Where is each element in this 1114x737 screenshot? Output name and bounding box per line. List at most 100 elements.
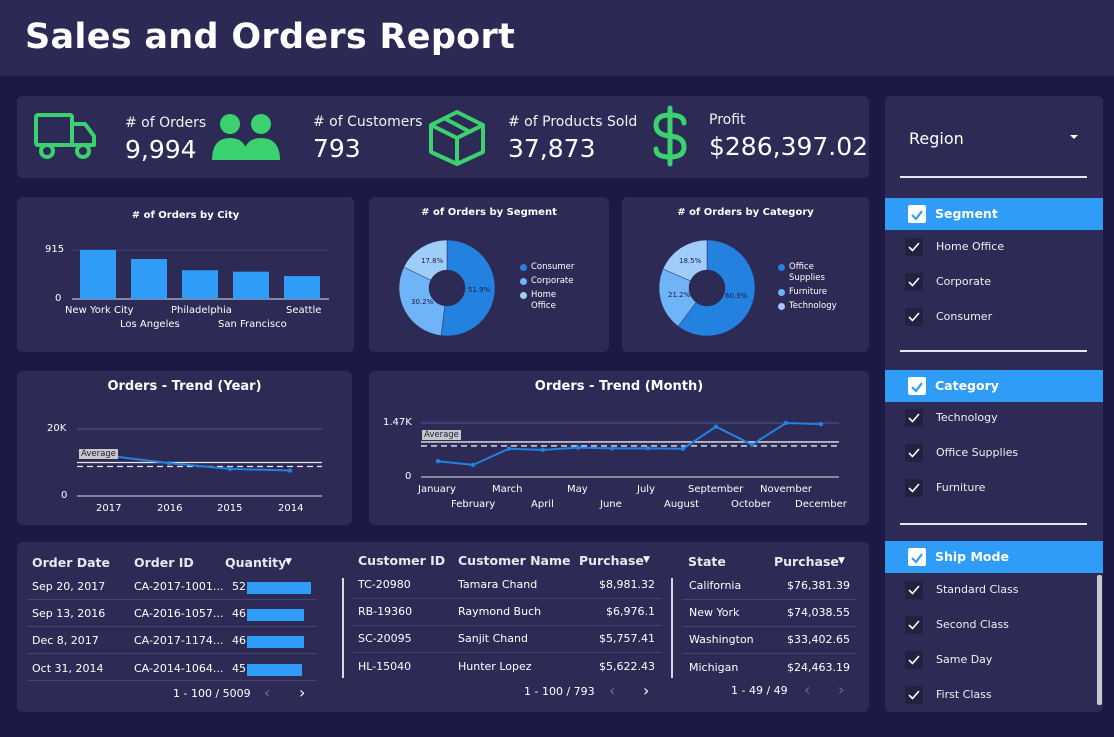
customers-header-name[interactable]: Customer Name: [458, 553, 571, 568]
donut-slice[interactable]: [662, 239, 708, 282]
segment-filter-header[interactable]: Segment: [885, 198, 1103, 230]
sort-desc-icon[interactable]: ▼: [285, 557, 292, 567]
donut-slice[interactable]: [398, 266, 446, 336]
orders-header-date[interactable]: Order Date: [32, 555, 110, 570]
filter-item-label: Second Class: [936, 618, 1009, 631]
month-x-label-0: January: [418, 484, 456, 495]
filter-item-first-class[interactable]: First Class: [905, 684, 1095, 706]
prev-page-icon[interactable]: ‹: [609, 681, 616, 700]
city-chart-card: # of Orders by City 915 0 New York City …: [17, 197, 354, 352]
data-point[interactable]: [783, 420, 789, 426]
check-icon[interactable]: [905, 581, 923, 599]
city-bar[interactable]: [80, 250, 116, 299]
order-date-cell: Oct 31, 2014: [32, 662, 104, 675]
year-x-label-3: 2014: [278, 503, 304, 514]
sort-desc-icon[interactable]: ▼: [643, 555, 650, 565]
quantity-bar: [247, 609, 304, 621]
check-icon[interactable]: [905, 444, 923, 462]
states-header-purchase[interactable]: Purchase: [774, 554, 839, 569]
check-icon[interactable]: [905, 308, 923, 326]
next-page-icon[interactable]: ›: [643, 681, 650, 700]
data-point[interactable]: [713, 424, 719, 429]
check-icon[interactable]: [905, 409, 923, 427]
orders-header-id[interactable]: Order ID: [134, 555, 194, 570]
check-icon[interactable]: [905, 238, 923, 256]
city-bar-chart: [72, 249, 329, 300]
data-point[interactable]: [645, 446, 651, 451]
filter-item-second-class[interactable]: Second Class: [905, 614, 1095, 636]
data-point[interactable]: [166, 460, 172, 466]
month-x-label-9: October: [731, 499, 772, 510]
check-icon[interactable]: [905, 479, 923, 497]
data-point[interactable]: [609, 446, 615, 451]
filter-item-office-supplies[interactable]: Office Supplies: [905, 442, 1095, 464]
city-bar[interactable]: [233, 271, 269, 299]
segment-legend-dot-2: [520, 292, 527, 299]
filter-item-standard-class[interactable]: Standard Class: [905, 579, 1095, 601]
data-point[interactable]: [540, 447, 546, 453]
check-icon[interactable]: [905, 651, 923, 669]
states-header-state[interactable]: State: [688, 554, 726, 569]
customers-header-purchase[interactable]: Purchase: [579, 553, 644, 568]
category-slice-label-1: 21.2%: [668, 291, 691, 299]
segment-donut: [398, 239, 496, 337]
table-separator: [342, 578, 344, 678]
checkbox-checked-icon[interactable]: [908, 205, 926, 223]
customer-name-cell: Hunter Lopez: [458, 660, 532, 673]
checkbox-checked-icon[interactable]: [908, 548, 926, 566]
donut-slice[interactable]: [403, 239, 448, 281]
donut-slice[interactable]: [658, 268, 697, 327]
filter-item-label: Furniture: [936, 481, 986, 494]
data-point[interactable]: [227, 466, 233, 472]
category-filter-header[interactable]: Category: [885, 370, 1103, 402]
prev-page-icon[interactable]: ‹: [804, 680, 811, 699]
data-point[interactable]: [680, 446, 686, 451]
ship-mode-filter-header[interactable]: Ship Mode: [885, 541, 1103, 573]
data-point[interactable]: [575, 445, 581, 450]
check-icon[interactable]: [905, 616, 923, 634]
data-point[interactable]: [818, 421, 824, 427]
data-point[interactable]: [470, 462, 476, 468]
category-slice-label-2: 18.5%: [679, 257, 702, 265]
state-cell: Michigan: [689, 661, 739, 674]
kpi-products-value: 37,873: [508, 134, 596, 163]
chevron-down-icon[interactable]: [1070, 135, 1078, 139]
orders-header-qty[interactable]: Quantity: [225, 555, 287, 570]
month-line-chart: [421, 420, 839, 478]
filter-item-label: Home Office: [936, 240, 1005, 253]
data-point[interactable]: [749, 442, 755, 447]
year-y-tick-bottom: 0: [61, 490, 68, 501]
prev-page-icon[interactable]: ‹: [264, 683, 271, 702]
check-icon[interactable]: [905, 273, 923, 291]
filter-item-technology[interactable]: Technology: [905, 407, 1095, 429]
next-page-icon[interactable]: ›: [299, 683, 306, 702]
next-page-icon[interactable]: ›: [838, 680, 845, 699]
donut-slice[interactable]: [440, 239, 496, 337]
city-bar[interactable]: [182, 270, 218, 299]
scrollbar[interactable]: [1097, 575, 1102, 705]
city-bar[interactable]: [131, 258, 167, 299]
region-dropdown-label[interactable]: Region: [909, 129, 964, 148]
sort-desc-icon[interactable]: ▼: [838, 556, 845, 566]
data-point[interactable]: [287, 468, 293, 473]
filter-item-same-day[interactable]: Same Day: [905, 649, 1095, 671]
city-y-tick-bottom: 0: [55, 293, 62, 304]
donut-slice[interactable]: [677, 239, 756, 337]
year-average-label: Average: [79, 449, 118, 459]
state-purchase-cell: $33,402.65: [787, 633, 850, 646]
category-legend-2: Technology: [789, 301, 837, 311]
year-x-label-1: 2016: [157, 503, 183, 514]
filter-item-furniture[interactable]: Furniture: [905, 477, 1095, 499]
filter-item-corporate[interactable]: Corporate: [905, 271, 1095, 293]
data-point[interactable]: [506, 446, 512, 451]
filter-item-consumer[interactable]: Consumer: [905, 306, 1095, 328]
series-line: [108, 454, 291, 472]
customers-header-id[interactable]: Customer ID: [358, 553, 446, 568]
city-bar[interactable]: [284, 276, 320, 299]
year-x-label-0: 2017: [96, 503, 122, 514]
filter-item-home-office[interactable]: Home Office: [905, 236, 1095, 258]
check-icon[interactable]: [905, 686, 923, 704]
month-x-label-11: December: [795, 499, 847, 510]
checkbox-checked-icon[interactable]: [908, 377, 926, 395]
data-point[interactable]: [435, 459, 441, 464]
